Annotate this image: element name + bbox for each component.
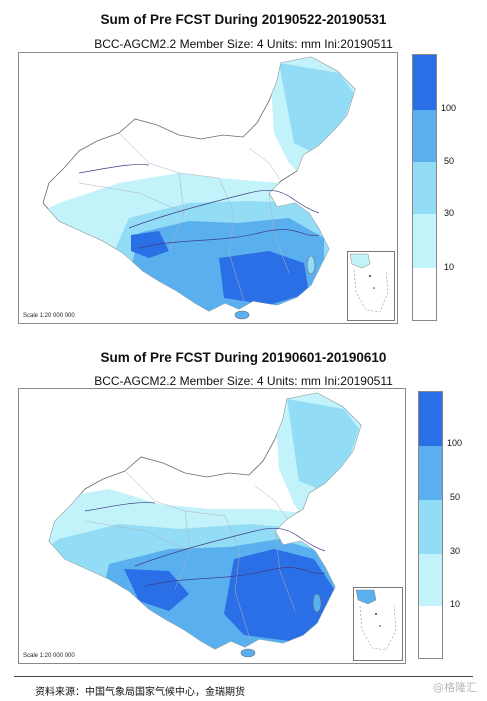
panel2-scale-label: Scale 1:20 000 000 [23, 653, 75, 659]
panel2-map: Scale 1:20 000 000 [18, 388, 406, 664]
panel1-subtitle: BCC-AGCM2.2 Member Size: 4 Units: mm Ini… [94, 37, 393, 51]
panel2-legend-tick-50: 50 [450, 492, 461, 502]
panel1-legend-tick-10: 10 [444, 262, 455, 272]
panel2-legend-tick-30: 30 [450, 546, 461, 556]
legend-swatch-lt10 [419, 606, 442, 658]
legend-swatch-50-100 [419, 446, 442, 500]
legend-swatch-gt100 [413, 55, 436, 110]
panel2-title: Sum of Pre FCST During 20190601-20190610 [100, 350, 387, 365]
panel1-scale-label: Scale 1:20 000 000 [23, 313, 75, 319]
source-divider [14, 676, 473, 677]
legend-swatch-50-100 [413, 110, 436, 162]
source-text: 资料来源：中国气象局国家气候中心，金瑞期货 [35, 687, 245, 698]
panel2-legend-tick-10: 10 [450, 599, 461, 609]
panel2-legend-tick-100: 100 [447, 438, 463, 448]
legend-swatch-30-50 [413, 162, 436, 214]
panel1-legend-tick-30: 30 [444, 208, 455, 218]
legend-swatch-gt100 [419, 392, 442, 446]
panel2-subtitle: BCC-AGCM2.2 Member Size: 4 Units: mm Ini… [94, 374, 393, 388]
panel1-south-china-sea-inset [347, 251, 395, 321]
panel1-legend [412, 54, 437, 321]
watermark: @格隆汇 [433, 681, 477, 694]
legend-swatch-10-30 [413, 214, 436, 268]
legend-swatch-30-50 [419, 500, 442, 554]
panel1-legend-tick-50: 50 [444, 156, 455, 166]
panel1-map: Scale 1:20 000 000 [18, 52, 398, 324]
panel2-legend [418, 391, 443, 659]
panel1-title: Sum of Pre FCST During 20190522-20190531 [100, 12, 387, 27]
panel2-south-china-sea-inset [353, 587, 403, 661]
legend-swatch-10-30 [419, 554, 442, 606]
legend-swatch-lt10 [413, 268, 436, 320]
panel1-legend-tick-100: 100 [441, 103, 457, 113]
